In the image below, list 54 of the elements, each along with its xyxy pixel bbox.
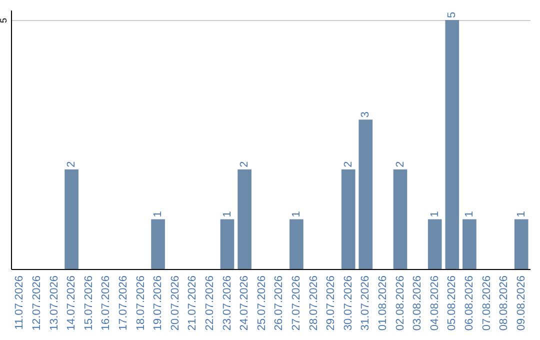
bar — [64, 169, 78, 269]
x-tick-label: 28.07.2026 — [308, 276, 320, 331]
bar — [220, 219, 234, 269]
x-tick-label: 21.07.2026 — [186, 276, 199, 331]
data-label: 1 — [221, 211, 234, 218]
x-tick-label: 20.07.2026 — [169, 276, 182, 331]
x-tick-label: 08.08.2026 — [498, 276, 510, 331]
x-tick-label: 03.08.2026 — [412, 276, 424, 331]
x-tick-label: 27.07.2026 — [290, 276, 302, 331]
data-label: 1 — [290, 211, 302, 218]
x-tick-label: 16.07.2026 — [100, 276, 112, 331]
data-label: 2 — [66, 161, 78, 168]
x-tick-label: 17.07.2026 — [117, 276, 130, 331]
x-tick-label: 07.08.2026 — [480, 276, 493, 331]
data-label: 1 — [515, 211, 528, 218]
data-label: 1 — [152, 211, 164, 218]
x-tick-label: 26.07.2026 — [273, 276, 286, 331]
x-tick-label: 13.07.2026 — [48, 276, 60, 331]
x-tick-label: 25.07.2026 — [256, 276, 268, 331]
bar — [445, 20, 460, 269]
x-tick-label: 24.07.2026 — [238, 276, 251, 331]
bar — [358, 120, 373, 269]
x-tick-label: 29.07.2026 — [325, 276, 338, 331]
x-tick-label: 19.07.2026 — [152, 276, 164, 331]
x-tick-label: 22.07.2026 — [204, 276, 216, 331]
x-tick-label: 31.07.2026 — [360, 276, 372, 331]
bar — [151, 219, 165, 269]
bar — [290, 219, 304, 269]
data-label: 2 — [342, 161, 354, 168]
data-label: 1 — [428, 211, 441, 218]
data-label: 5 — [446, 12, 458, 18]
data-label: 2 — [394, 161, 406, 168]
bar — [514, 219, 528, 269]
x-tick-label: 15.07.2026 — [82, 276, 95, 331]
x-tick-label: 06.08.2026 — [463, 276, 476, 331]
bar — [341, 169, 356, 269]
x-tick-label: 05.08.2026 — [446, 276, 458, 331]
x-tick-label: 30.07.2026 — [342, 276, 354, 331]
x-tick-label: 09.08.2026 — [515, 276, 528, 331]
x-tick-label: 11.07.2026 — [14, 276, 26, 330]
x-tick-label: 23.07.2026 — [221, 276, 234, 331]
bar — [428, 219, 442, 269]
x-tick-label: 02.08.2026 — [394, 276, 406, 331]
bar — [462, 219, 476, 269]
x-tick-label: 04.08.2026 — [428, 276, 441, 331]
x-tick-label: 12.07.2026 — [30, 276, 43, 331]
bar — [238, 169, 252, 269]
x-tick-label: 18.07.2026 — [134, 276, 147, 331]
x-tick-label: 01.08.2026 — [376, 276, 389, 331]
bar — [393, 169, 408, 269]
data-label: 3 — [360, 111, 372, 118]
data-label: 2 — [238, 161, 251, 168]
x-tick-label: 14.07.2026 — [66, 276, 78, 331]
data-label: 1 — [463, 211, 476, 218]
